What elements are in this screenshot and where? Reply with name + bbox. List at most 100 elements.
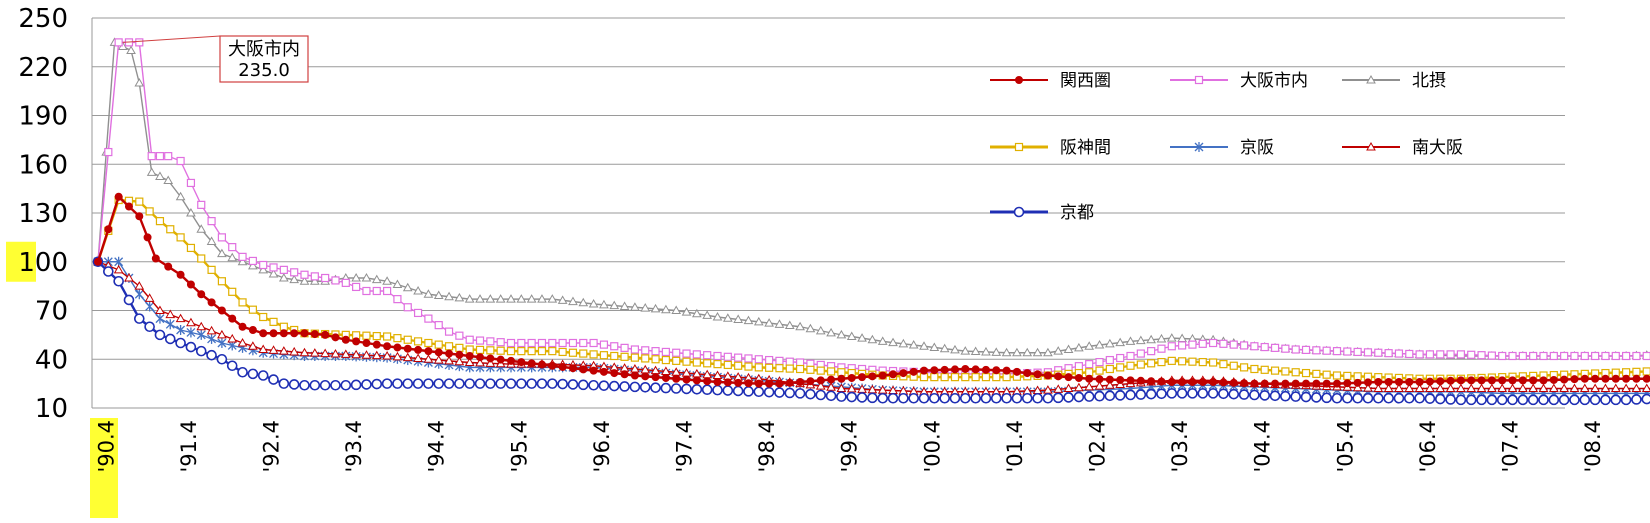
data-point bbox=[970, 392, 981, 404]
data-point bbox=[310, 330, 319, 339]
data-point bbox=[919, 341, 929, 350]
data-point bbox=[1250, 379, 1259, 388]
data-point bbox=[414, 345, 423, 354]
data-point bbox=[402, 352, 413, 362]
data-point bbox=[1115, 337, 1126, 347]
data-point bbox=[321, 273, 330, 283]
y-tick-label: 250 bbox=[18, 4, 68, 34]
data-point bbox=[1074, 382, 1084, 392]
data-point bbox=[1446, 376, 1455, 385]
data-point bbox=[641, 372, 650, 381]
data-point bbox=[195, 345, 207, 357]
x-tick-label: '05.4 bbox=[1333, 420, 1357, 473]
data-point bbox=[486, 346, 495, 355]
y-tick-label: 40 bbox=[35, 345, 68, 375]
data-point bbox=[206, 236, 217, 245]
data-point bbox=[1373, 392, 1384, 404]
data-point bbox=[1167, 378, 1176, 386]
x-tick-label: '07.4 bbox=[1499, 420, 1523, 473]
data-point bbox=[465, 345, 474, 354]
data-point bbox=[1405, 378, 1414, 386]
data-point bbox=[186, 207, 196, 217]
data-point bbox=[113, 264, 124, 274]
data-point bbox=[433, 290, 444, 299]
data-point bbox=[445, 349, 454, 358]
data-point bbox=[330, 348, 341, 358]
data-point bbox=[1219, 360, 1228, 369]
data-point bbox=[589, 350, 598, 359]
data-point bbox=[775, 356, 784, 365]
data-point bbox=[1622, 374, 1631, 383]
data-point bbox=[1528, 383, 1539, 392]
data-point bbox=[1600, 383, 1611, 392]
data-point bbox=[186, 317, 196, 327]
data-point bbox=[1579, 394, 1591, 406]
data-point bbox=[950, 365, 959, 374]
data-point bbox=[454, 356, 465, 366]
data-point bbox=[1291, 379, 1300, 388]
legend-swatch-marker bbox=[1366, 74, 1376, 84]
y-tick-label: 190 bbox=[18, 102, 68, 132]
data-point bbox=[382, 350, 392, 360]
legend-label: 京阪 bbox=[1240, 138, 1274, 158]
data-point bbox=[134, 289, 144, 300]
data-point bbox=[878, 371, 887, 380]
data-point bbox=[155, 152, 165, 161]
data-point bbox=[568, 338, 578, 348]
data-point bbox=[165, 309, 176, 319]
data-point bbox=[248, 341, 258, 350]
data-point bbox=[444, 342, 454, 351]
data-point bbox=[765, 363, 774, 372]
data-point bbox=[610, 351, 619, 361]
data-point bbox=[496, 355, 505, 364]
data-point bbox=[691, 384, 703, 395]
data-point bbox=[433, 378, 445, 389]
data-point bbox=[1001, 392, 1012, 404]
data-point bbox=[371, 274, 382, 284]
data-point bbox=[517, 347, 526, 356]
data-point bbox=[278, 272, 289, 282]
data-point bbox=[226, 360, 238, 372]
data-point bbox=[113, 275, 124, 287]
data-point bbox=[146, 167, 157, 176]
data-point bbox=[485, 378, 496, 389]
data-point bbox=[1384, 378, 1393, 386]
data-point bbox=[207, 265, 216, 274]
data-point bbox=[1343, 371, 1352, 381]
data-point bbox=[929, 392, 940, 404]
data-point bbox=[1642, 367, 1650, 376]
data-point bbox=[1301, 368, 1311, 378]
data-point bbox=[1353, 347, 1362, 357]
data-point bbox=[434, 340, 443, 349]
data-point bbox=[929, 342, 940, 351]
data-point bbox=[163, 175, 174, 184]
data-point bbox=[1590, 383, 1600, 392]
data-point bbox=[1498, 376, 1507, 385]
x-tick-label: '99.4 bbox=[838, 420, 862, 473]
data-point bbox=[371, 378, 383, 390]
data-point bbox=[227, 252, 238, 262]
data-point bbox=[856, 392, 868, 403]
data-point bbox=[1436, 350, 1445, 359]
data-point bbox=[309, 276, 320, 285]
data-point bbox=[310, 272, 319, 281]
data-point bbox=[207, 217, 216, 226]
data-point bbox=[402, 378, 414, 389]
data-point bbox=[496, 346, 505, 355]
data-point bbox=[486, 354, 495, 363]
data-point bbox=[827, 375, 836, 384]
data-point bbox=[1084, 341, 1095, 350]
data-point bbox=[206, 349, 217, 361]
data-point bbox=[537, 294, 547, 303]
data-point bbox=[1229, 378, 1238, 387]
data-point bbox=[1591, 351, 1600, 361]
data-point bbox=[464, 357, 475, 366]
data-point bbox=[1260, 342, 1269, 352]
data-point bbox=[1053, 346, 1064, 355]
data-point bbox=[1404, 383, 1415, 392]
data-point bbox=[1095, 366, 1104, 375]
data-point bbox=[1094, 340, 1105, 349]
data-point bbox=[155, 313, 165, 324]
data-point bbox=[744, 379, 753, 388]
data-point bbox=[134, 77, 145, 87]
